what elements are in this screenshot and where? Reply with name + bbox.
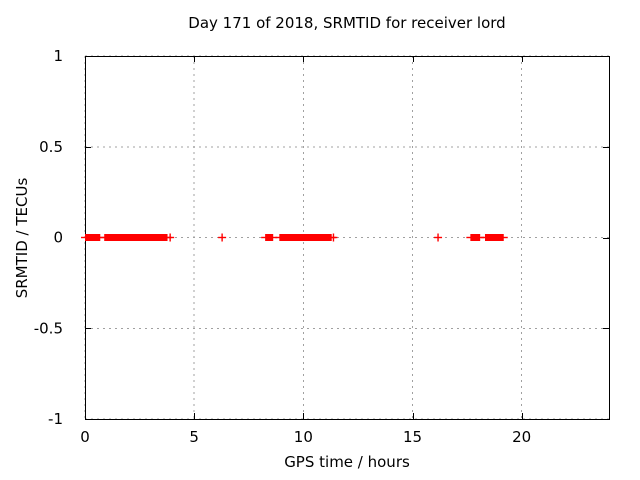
data-points-series [81, 233, 508, 242]
x-axis-label: GPS time / hours [284, 453, 410, 471]
chart-title: Day 171 of 2018, SRMTID for receiver lor… [188, 14, 506, 32]
x-tick-label: 5 [189, 428, 199, 446]
axis-ticks [85, 56, 609, 420]
y-tick-label: 0 [53, 229, 63, 247]
y-tick-label: -0.5 [34, 319, 63, 337]
y-axis-label: SRMTID / TECUs [13, 177, 31, 299]
series-srmtid [81, 233, 508, 242]
x-tick-label: 15 [403, 428, 422, 446]
y-tick-label: 1 [53, 47, 63, 65]
axis-tick-labels: 0 5 10 15 20 1 0.5 0 -0.5 -1 [34, 47, 531, 446]
y-tick-label: 0.5 [39, 138, 63, 156]
y-tick-label: -1 [48, 410, 63, 428]
x-tick-label: 20 [512, 428, 531, 446]
x-tick-label: 0 [80, 428, 90, 446]
x-tick-label: 10 [294, 428, 313, 446]
